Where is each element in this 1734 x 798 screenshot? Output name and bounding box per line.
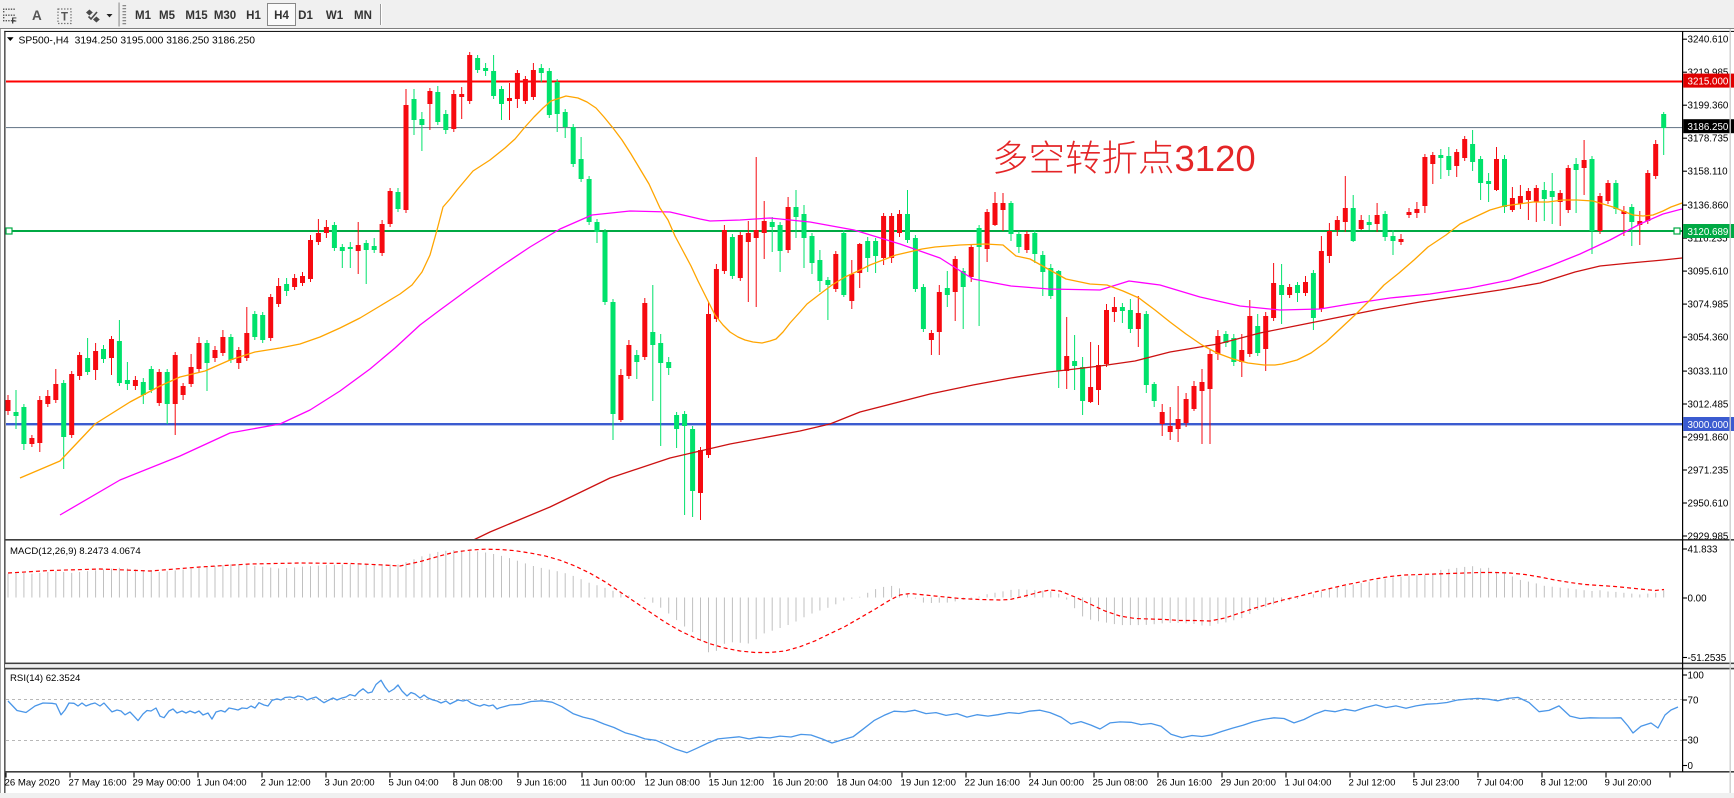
svg-text:2929.985: 2929.985: [1688, 532, 1729, 543]
svg-text:3 Jun 20:00: 3 Jun 20:00: [325, 778, 375, 789]
svg-text:9 Jun 16:00: 9 Jun 16:00: [517, 778, 567, 789]
svg-text:9 Jul 20:00: 9 Jul 20:00: [1605, 778, 1652, 789]
svg-text:M15: M15: [185, 10, 208, 22]
svg-text:30: 30: [1688, 736, 1699, 747]
svg-text:26 May 2020: 26 May 2020: [5, 778, 60, 789]
svg-text:3199.360: 3199.360: [1688, 101, 1729, 112]
svg-text:12 Jun 08:00: 12 Jun 08:00: [645, 778, 700, 789]
svg-text:5 Jun 04:00: 5 Jun 04:00: [389, 778, 439, 789]
svg-text:1 Jul 04:00: 1 Jul 04:00: [1285, 778, 1332, 789]
svg-text:2 Jul 12:00: 2 Jul 12:00: [1349, 778, 1396, 789]
svg-text:F: F: [12, 16, 17, 26]
svg-text:70: 70: [1688, 696, 1699, 707]
svg-text:11 Jun 00:00: 11 Jun 00:00: [581, 778, 636, 789]
svg-text:3120: 3120: [1175, 138, 1256, 179]
svg-text:29 Jun 20:00: 29 Jun 20:00: [1221, 778, 1276, 789]
svg-text:3215.000: 3215.000: [1688, 77, 1729, 88]
svg-text:3000.000: 3000.000: [1688, 420, 1729, 431]
svg-text:A: A: [32, 8, 42, 23]
svg-text:0: 0: [1688, 761, 1694, 772]
svg-text:H4: H4: [274, 10, 289, 22]
svg-text:7 Jul 04:00: 7 Jul 04:00: [1477, 778, 1524, 789]
svg-text:M5: M5: [159, 10, 176, 22]
svg-text:3158.110: 3158.110: [1688, 167, 1729, 178]
svg-text:27 May 16:00: 27 May 16:00: [69, 778, 127, 789]
svg-text:M30: M30: [214, 10, 236, 22]
svg-text:MN: MN: [354, 10, 372, 22]
svg-text:RSI(14) 62.3524: RSI(14) 62.3524: [10, 673, 81, 684]
svg-text:M1: M1: [135, 10, 152, 22]
svg-text:25 Jun 08:00: 25 Jun 08:00: [1093, 778, 1148, 789]
svg-text:2 Jun 12:00: 2 Jun 12:00: [261, 778, 311, 789]
svg-text:3120.689: 3120.689: [1688, 227, 1729, 238]
svg-text:22 Jun 16:00: 22 Jun 16:00: [965, 778, 1020, 789]
svg-text:2991.860: 2991.860: [1688, 433, 1729, 444]
svg-text:3136.860: 3136.860: [1688, 201, 1729, 212]
svg-text:1 Jun 04:00: 1 Jun 04:00: [197, 778, 247, 789]
svg-text:3178.735: 3178.735: [1688, 134, 1729, 145]
svg-text:H1: H1: [246, 10, 261, 22]
svg-text:5 Jul 23:00: 5 Jul 23:00: [1413, 778, 1460, 789]
svg-text:100: 100: [1688, 671, 1705, 682]
svg-text:24 Jun 00:00: 24 Jun 00:00: [1029, 778, 1084, 789]
svg-text:3054.360: 3054.360: [1688, 333, 1729, 344]
svg-text:3033.110: 3033.110: [1688, 367, 1729, 378]
svg-text:MACD(12,26,9) 8.2473 4.0674: MACD(12,26,9) 8.2473 4.0674: [10, 546, 141, 557]
svg-text:41.833: 41.833: [1688, 545, 1719, 556]
svg-text:19 Jun 12:00: 19 Jun 12:00: [901, 778, 956, 789]
svg-text:2950.610: 2950.610: [1688, 499, 1729, 510]
svg-text:3186.250: 3186.250: [1688, 122, 1729, 133]
svg-text:3219.985: 3219.985: [1688, 68, 1729, 79]
svg-text:3240.610: 3240.610: [1688, 35, 1729, 46]
svg-text:3074.985: 3074.985: [1688, 300, 1729, 311]
svg-text:18 Jun 04:00: 18 Jun 04:00: [837, 778, 892, 789]
svg-text:W1: W1: [326, 10, 344, 22]
svg-text:8 Jul 12:00: 8 Jul 12:00: [1541, 778, 1588, 789]
svg-text:16 Jun 20:00: 16 Jun 20:00: [773, 778, 828, 789]
svg-text:-51.2535: -51.2535: [1688, 653, 1727, 664]
svg-text:2971.235: 2971.235: [1688, 466, 1729, 477]
svg-text:26 Jun 16:00: 26 Jun 16:00: [1157, 778, 1212, 789]
svg-text:D1: D1: [298, 10, 313, 22]
svg-text:29 May 00:00: 29 May 00:00: [133, 778, 191, 789]
svg-text:3012.485: 3012.485: [1688, 400, 1729, 411]
svg-text:T: T: [61, 12, 68, 24]
svg-text:3116.235: 3116.235: [1688, 234, 1729, 245]
svg-text:0.00: 0.00: [1688, 594, 1708, 605]
svg-text:15 Jun 12:00: 15 Jun 12:00: [709, 778, 764, 789]
svg-text:SP500-,H4 3194.250 3195.000 3: SP500-,H4 3194.250 3195.000 3186.250 318…: [19, 36, 256, 47]
svg-text:3095.610: 3095.610: [1688, 267, 1729, 278]
svg-text:8 Jun 08:00: 8 Jun 08:00: [453, 778, 503, 789]
